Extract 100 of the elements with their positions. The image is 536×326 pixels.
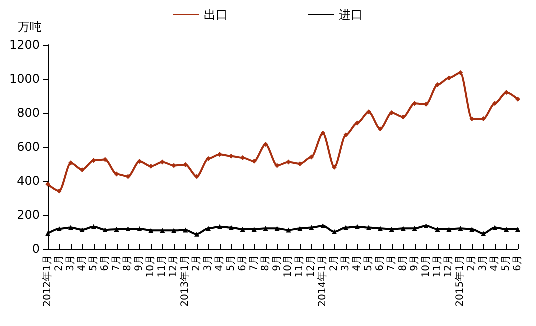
x-tick-label: 8月: [122, 255, 134, 272]
point: [378, 126, 383, 132]
x-tick-label: 4月: [490, 255, 501, 272]
point: [274, 163, 280, 168]
point: [240, 226, 246, 232]
point: [137, 158, 142, 164]
x-tick-label: 9月: [409, 255, 420, 272]
point: [206, 226, 211, 232]
point: [114, 172, 120, 177]
x-tick-label: 6月: [100, 255, 111, 272]
y-tick-label: 600: [17, 140, 40, 154]
point: [160, 160, 166, 165]
x-tick-label: 3月: [202, 255, 214, 272]
point: [435, 226, 440, 232]
point: [435, 82, 440, 88]
x-tick-label: 9月: [134, 255, 146, 272]
point: [172, 228, 177, 234]
point: [458, 226, 464, 232]
point: [137, 226, 142, 232]
point: [263, 226, 268, 232]
point: [424, 224, 429, 229]
point: [194, 232, 200, 237]
point: [332, 164, 338, 170]
x-tick-label: 10月: [283, 255, 294, 278]
x-tick-label: 5月: [501, 255, 512, 272]
x-tick-label: 2月: [466, 255, 478, 272]
point: [309, 154, 314, 160]
x-tick-label: 10月: [420, 255, 432, 278]
legend-label: 进口: [339, 8, 363, 22]
point: [412, 101, 418, 106]
x-tick-label: 12月: [444, 255, 455, 278]
point: [263, 142, 268, 147]
x-tick-label: 3月: [340, 255, 352, 272]
point: [470, 226, 475, 232]
point: [68, 160, 74, 166]
point: [68, 225, 74, 230]
point: [217, 224, 222, 230]
point: [206, 156, 211, 162]
x-tick-label: 5月: [88, 255, 100, 272]
point: [183, 228, 188, 233]
point: [389, 226, 394, 232]
point: [148, 164, 154, 170]
x-tick-label: 11月: [157, 255, 168, 278]
point: [492, 225, 498, 230]
legend-label: 出口: [204, 8, 228, 22]
point: [320, 130, 326, 136]
point: [274, 226, 280, 232]
point: [148, 228, 154, 234]
point: [126, 226, 131, 232]
point: [366, 225, 372, 230]
point: [80, 227, 85, 232]
x-tick-label: 12月: [306, 255, 318, 278]
x-tick-label: 7月: [248, 255, 260, 272]
point: [446, 76, 452, 81]
x-tick-label: 4月: [76, 255, 88, 272]
x-tick-label: 2月: [192, 255, 203, 272]
point: [481, 231, 486, 236]
point: [160, 228, 166, 234]
y-tick-label: 1000: [9, 72, 40, 86]
point: [252, 158, 257, 164]
x-tick-label: 2月: [329, 255, 340, 272]
point: [46, 231, 50, 236]
point: [320, 224, 326, 229]
point: [332, 230, 338, 234]
x-tick-label: 9月: [272, 255, 283, 272]
y-tick-label: 1200: [9, 38, 40, 52]
x-tick-label: 11月: [432, 255, 444, 278]
point: [446, 226, 452, 232]
point: [298, 162, 303, 166]
y-tick-label: 200: [17, 208, 40, 222]
x-tick-label: 3月: [65, 255, 76, 272]
point: [252, 226, 257, 232]
x-tick-label: 2013年1月: [179, 255, 192, 307]
x-tick-label: 11月: [294, 255, 306, 278]
x-tick-label: 7月: [111, 255, 122, 272]
x-tick-label: 4月: [352, 255, 364, 272]
point: [355, 224, 360, 230]
point: [217, 152, 222, 158]
point: [286, 228, 292, 233]
point: [492, 101, 498, 106]
x-tick-label: 7月: [386, 255, 398, 272]
point: [504, 90, 510, 96]
point: [458, 70, 464, 76]
point: [80, 167, 85, 172]
x-tick-label: 5月: [226, 255, 237, 272]
point: [516, 96, 520, 102]
y-tick-label: 800: [17, 106, 40, 120]
point: [114, 226, 120, 232]
point: [400, 226, 406, 232]
point: [400, 114, 406, 120]
y-tick-label: 0: [32, 242, 40, 256]
point: [504, 226, 510, 232]
point: [194, 174, 200, 180]
point: [56, 226, 62, 232]
point: [56, 188, 62, 194]
x-tick-label: 12月: [168, 255, 180, 278]
y-tick-label: 400: [17, 174, 40, 188]
point: [378, 226, 383, 232]
x-tick-label: 2012年1月: [42, 255, 54, 307]
y-axis-title: 万吨: [18, 20, 42, 34]
